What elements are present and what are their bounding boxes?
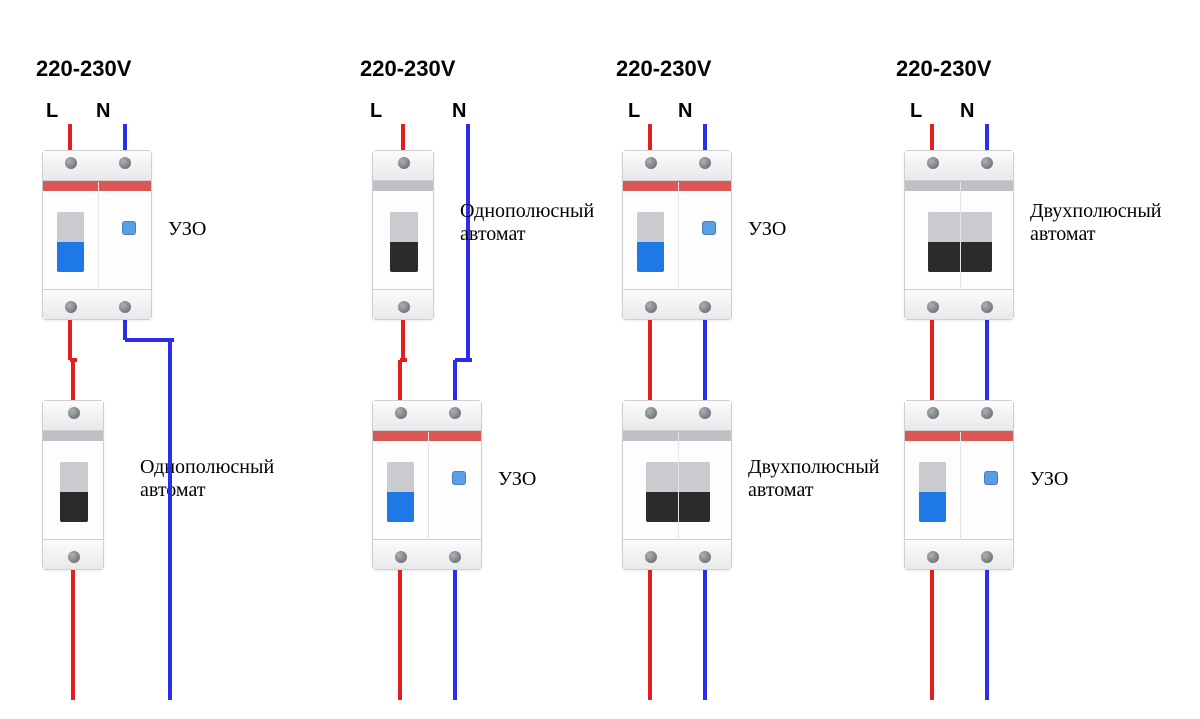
wire-N-mid-a — [123, 320, 127, 340]
terminal-L-label: L — [46, 100, 58, 123]
mcb-toggle-icon — [60, 462, 88, 522]
device-mcb2p — [622, 400, 732, 570]
rcd-test-button-icon — [984, 471, 998, 485]
device-rcd — [622, 150, 732, 320]
rcd-toggle-icon — [919, 462, 947, 522]
wire-N-mid — [703, 320, 707, 400]
wire-L-out — [71, 570, 75, 700]
rcd-test-button-icon — [452, 471, 466, 485]
terminal-N-label: N — [678, 100, 692, 123]
device-label-bottom: Двухполюсныйавтомат — [748, 456, 879, 502]
wire-N-mid-b — [125, 338, 175, 342]
terminal-L-label: L — [628, 100, 640, 123]
wire-L-out — [930, 570, 934, 700]
device-mcb2p — [904, 150, 1014, 320]
device-label-top: УЗО — [748, 218, 786, 241]
wire-N-jog-h — [455, 358, 473, 362]
wire-L-mid — [930, 320, 934, 400]
device-rcd — [372, 400, 482, 570]
device-mcb1p — [42, 400, 104, 570]
device-label-top: Двухполюсныйавтомат — [1030, 200, 1161, 246]
rcd-toggle-icon — [637, 212, 665, 272]
wire-N-in — [985, 124, 989, 150]
terminal-L-label: L — [910, 100, 922, 123]
rcd-toggle-icon — [57, 212, 85, 272]
device-label-top: Однополюсныйавтомат — [460, 200, 594, 246]
wire-N-mid — [985, 320, 989, 400]
device-mcb1p — [372, 150, 434, 320]
terminal-N-label: N — [960, 100, 974, 123]
wire-N-into-rcd — [453, 360, 457, 400]
mcb-toggle-icon — [390, 212, 418, 272]
device-label-bottom: Однополюсныйавтомат — [140, 456, 274, 502]
voltage-label: 220-230V — [616, 56, 711, 82]
wire-N-in — [703, 124, 707, 150]
wire-L-in — [401, 124, 405, 150]
wire-L-in — [68, 124, 72, 150]
wire-L-out — [398, 570, 402, 700]
wire-L-out — [648, 570, 652, 700]
wire-N-in — [123, 124, 127, 150]
voltage-label: 220-230V — [896, 56, 991, 82]
diagram-stage: 220-230V L N УЗО Однополюсныйавтомат 220-230V… — [0, 0, 1200, 719]
voltage-label: 220-230V — [360, 56, 455, 82]
wire-N-out — [703, 570, 707, 700]
wire-N-out — [985, 570, 989, 700]
terminal-L-label: L — [370, 100, 382, 123]
wire-L-in — [930, 124, 934, 150]
device-rcd — [904, 400, 1014, 570]
wire — [68, 320, 72, 360]
rcd-test-button-icon — [702, 221, 716, 235]
terminal-N-label: N — [96, 100, 110, 123]
wire-N-out — [453, 570, 457, 700]
rcd-test-button-icon — [122, 221, 136, 235]
device-label-bottom: УЗО — [1030, 468, 1068, 491]
wire — [398, 360, 402, 400]
wire-L-mid — [648, 320, 652, 400]
wire-N-down-bypass — [168, 340, 172, 700]
voltage-label: 220-230V — [36, 56, 131, 82]
terminal-N-label: N — [452, 100, 466, 123]
wire — [71, 360, 75, 400]
wire-L-in — [648, 124, 652, 150]
device-rcd — [42, 150, 152, 320]
device-label-top: УЗО — [168, 218, 206, 241]
device-label-bottom: УЗО — [498, 468, 536, 491]
wire — [401, 320, 405, 360]
rcd-toggle-icon — [387, 462, 415, 522]
